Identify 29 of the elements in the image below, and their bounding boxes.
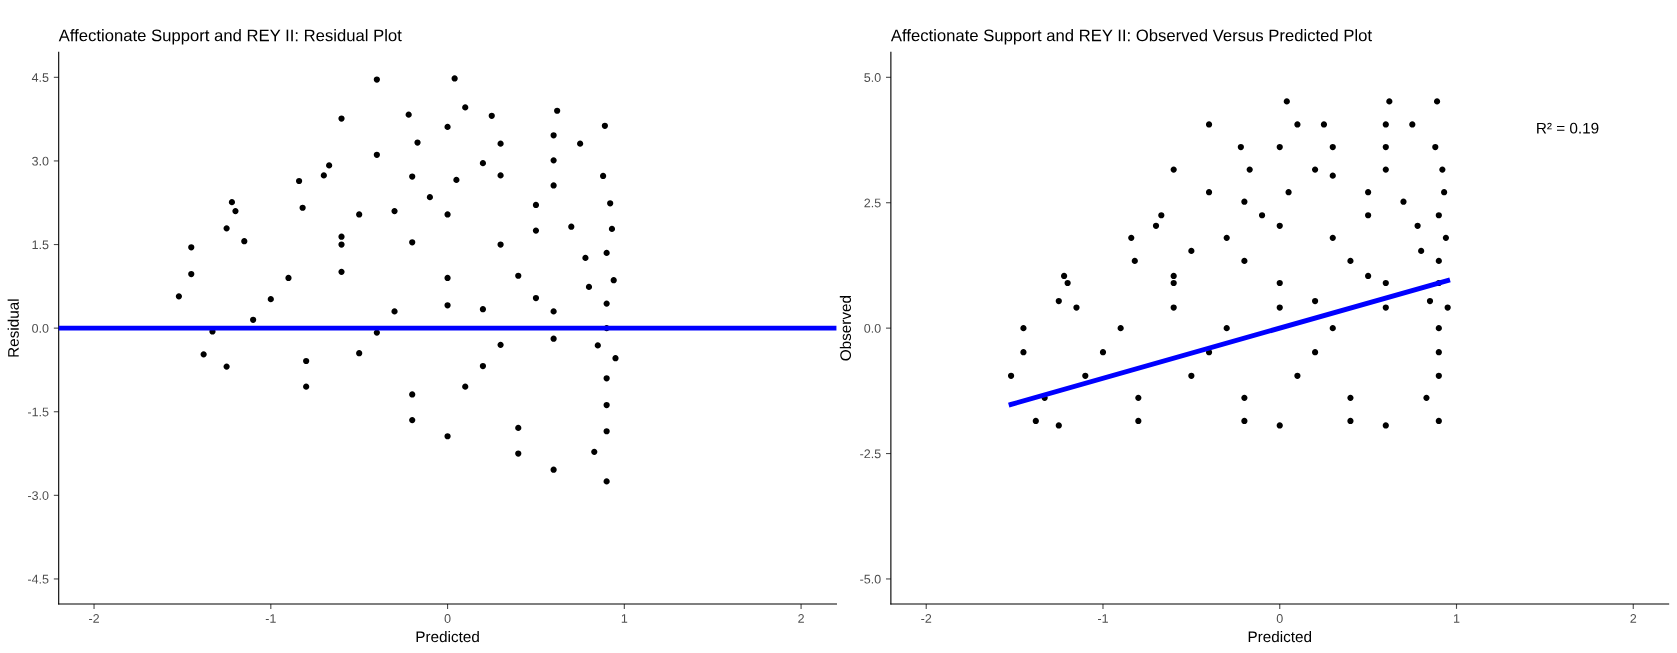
y-tick-label: -5.0 [860,574,881,584]
x-tick-label: 1 [621,614,628,623]
annotation: R² = 0.19 [1537,122,1599,134]
y-tick-label: -4.5 [27,574,49,584]
x-tick-label: -2 [89,614,99,623]
chart-title: Affectionate Support and REY II: Residual Plot [58,29,402,45]
x-tick-label: -2 [921,614,932,623]
y-tick-label: -1.5 [27,407,49,417]
y-tick-label: -2.5 [860,449,881,459]
y-tick-label: 2.5 [864,198,881,208]
x-axis-title: Predicted [1248,630,1312,643]
y-tick-label: 4.5 [31,73,49,82]
x-tick-label: -1 [265,614,276,623]
x-axis-title: Predicted [416,630,479,643]
x-tick-label: 2 [798,614,804,623]
x-tick-label: 1 [1453,614,1460,623]
y-tick-label: 5.0 [864,73,881,82]
x-tick-label: -1 [1097,614,1108,623]
y-tick-label: -3.0 [27,491,49,500]
x-tick-label: 0 [444,614,451,623]
chart-title: Affectionate Support and REY II: Observed Versus Predicted Plot [890,29,1372,45]
y-tick-label: 3.0 [32,156,49,166]
x-tick-label: 2 [1630,614,1637,623]
y-tick-label: 0.0 [864,323,881,333]
y-axis-title: Residual [7,299,19,357]
y-tick-label: 0.0 [32,323,49,333]
y-axis-title: Observed [839,296,852,361]
x-tick-label: 0 [1276,614,1283,623]
y-tick-label: 1.5 [32,240,49,250]
